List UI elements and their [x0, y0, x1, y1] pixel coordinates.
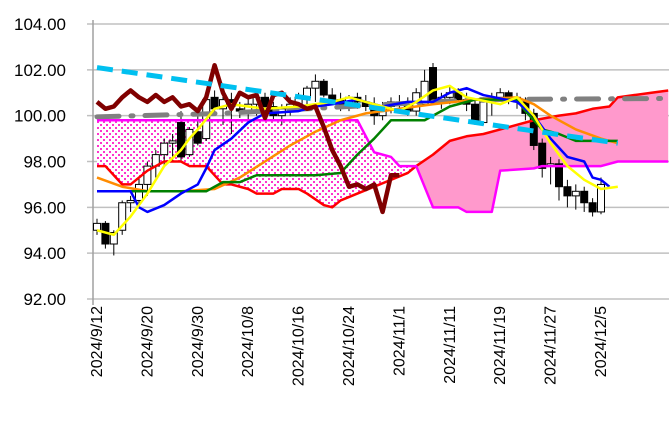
- candle-up: [160, 142, 169, 156]
- senkou-a-line: [97, 89, 669, 209]
- ma-short-line: [96, 84, 618, 237]
- candle-up: [118, 202, 127, 231]
- candle-down: [177, 122, 185, 158]
- candle-down: [193, 131, 202, 144]
- x-tick-label: 2024/11/11: [442, 306, 459, 384]
- candle-up: [143, 165, 152, 185]
- candle-up: [311, 80, 320, 89]
- x-tick-label: 2024/11/19: [492, 306, 509, 385]
- trendline-line: [96, 65, 619, 146]
- candle-up: [496, 92, 505, 98]
- candle-up: [479, 101, 488, 124]
- candle-down: [563, 186, 572, 197]
- x-tick-label: 2024/11/1: [391, 306, 408, 376]
- candle-down: [580, 190, 589, 204]
- y-tick-label: 94.00: [23, 244, 66, 263]
- y-tick-label: 92.00: [23, 290, 66, 309]
- x-tick-label: 2024/10/24: [341, 306, 358, 386]
- candle-up: [168, 140, 177, 144]
- candle-down: [429, 67, 437, 103]
- candle-down: [555, 163, 563, 188]
- candle-down: [538, 142, 547, 169]
- y-tick-label: 104.00: [14, 15, 66, 34]
- y-tick-label: 98.00: [23, 153, 66, 172]
- y-tick-label: 102.00: [14, 61, 66, 80]
- x-tick-label: 2024/12/5: [593, 306, 610, 377]
- candle-up: [597, 183, 605, 213]
- chikou-line: [95, 63, 400, 215]
- y-tick-label: 96.00: [23, 198, 66, 217]
- candle-down: [588, 202, 597, 213]
- x-tick-label: 2024/11/27: [543, 306, 560, 385]
- x-tick-label: 2024/9/30: [190, 306, 207, 377]
- candle-up: [126, 199, 135, 204]
- candle-down: [319, 80, 328, 96]
- x-tick-label: 2024/10/8: [240, 306, 257, 377]
- candle-up: [93, 222, 101, 231]
- candle-up: [571, 190, 580, 197]
- senkou-b-line: [97, 119, 669, 214]
- x-tick-label: 2024/9/12: [89, 306, 106, 377]
- candle-up: [109, 232, 118, 245]
- x-tick-label: 2024/10/16: [291, 306, 308, 386]
- x-tick-label: 2024/9/20: [139, 306, 156, 377]
- y-tick-label: 100.00: [14, 107, 66, 126]
